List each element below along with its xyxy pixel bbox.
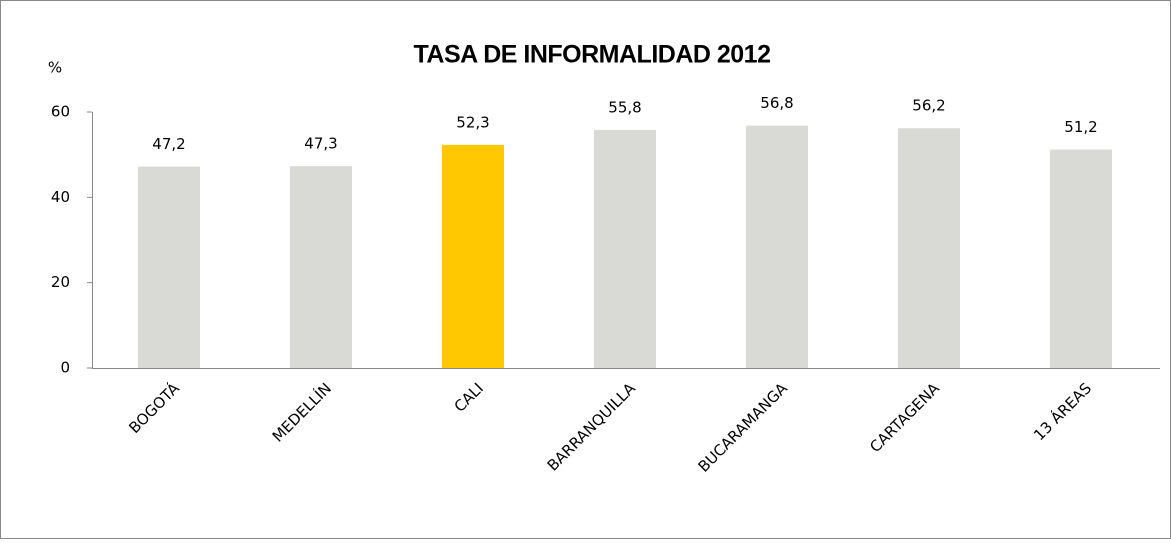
value-label: 56,2 xyxy=(912,97,945,115)
y-tick-label: 40 xyxy=(51,188,70,206)
value-label: 55,8 xyxy=(608,98,641,116)
bar xyxy=(594,129,656,368)
bar xyxy=(898,128,960,368)
value-label: 56,8 xyxy=(760,94,793,112)
y-tick-label: 60 xyxy=(51,103,70,121)
bar xyxy=(1050,149,1112,368)
y-tick-label: 20 xyxy=(51,273,70,291)
value-label: 52,3 xyxy=(456,113,489,131)
value-label: 47,3 xyxy=(304,135,337,153)
value-label: 51,2 xyxy=(1064,118,1097,136)
y-axis-label: % xyxy=(48,59,62,77)
y-tick-label: 0 xyxy=(60,359,70,377)
bar xyxy=(442,144,504,368)
bar xyxy=(290,166,352,368)
bar xyxy=(138,166,200,368)
chart-title: TASA DE INFORMALIDAD 2012 xyxy=(414,41,771,69)
bar xyxy=(746,125,808,368)
value-label: 47,2 xyxy=(152,135,185,153)
